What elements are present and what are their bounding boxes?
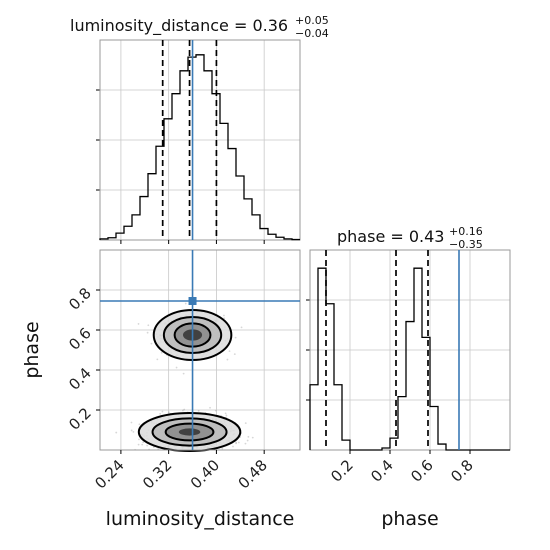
- joint-truth-marker: [188, 297, 197, 305]
- luminosity-distance-histogram-panel: [96, 39, 301, 244]
- x-tick-label-phase: 0.6: [407, 456, 437, 486]
- joint-density-panel: 0.24 0.32 0.40 0.48 0.2 0.4 0.6 0.8: [65, 249, 301, 492]
- top-panel-frame: [99, 39, 301, 241]
- sample-point: [244, 422, 247, 425]
- density-level-1-3: [178, 428, 201, 436]
- phase-title-main: phase = 0.43: [337, 227, 444, 246]
- sample-point: [235, 442, 237, 445]
- sample-point: [160, 351, 163, 354]
- sample-point: [157, 447, 160, 450]
- sample-point: [197, 409, 200, 412]
- sample-point: [225, 414, 228, 417]
- sample-point: [221, 447, 224, 450]
- luminosity-distance-title-minus: −0.04: [295, 27, 329, 40]
- sample-point: [167, 411, 170, 414]
- phase-title: phase = 0.43 +0.16 −0.35: [337, 225, 483, 251]
- luminosity-distance-title-main: luminosity_distance = 0.36: [70, 16, 288, 36]
- y-tick-label-phase: 0.8: [65, 284, 95, 314]
- sample-point: [138, 438, 140, 441]
- sample-point: [226, 358, 229, 361]
- y-tick-label-phase: 0.6: [65, 324, 95, 354]
- x-tick-label-phase: 0.8: [447, 456, 477, 486]
- sample-point: [130, 421, 133, 424]
- sample-point: [224, 412, 227, 415]
- sample-point: [142, 441, 145, 444]
- sample-point: [132, 431, 135, 433]
- sample-point: [223, 317, 226, 320]
- sample-point: [223, 314, 225, 317]
- joint-panel-frame: [99, 249, 301, 451]
- phase-title-plus: +0.16: [449, 225, 483, 238]
- x-tick-label-luminosity-distance: 0.24: [91, 456, 127, 492]
- sample-point: [237, 441, 240, 444]
- y-tick-label-phase: 0.4: [65, 364, 95, 394]
- x-tick-label-phase: 0.2: [327, 456, 357, 486]
- sample-point: [152, 446, 155, 449]
- sample-point: [184, 302, 187, 305]
- sample-point: [246, 439, 249, 442]
- sample-point: [130, 429, 133, 432]
- sample-point: [147, 324, 150, 327]
- sample-point: [137, 443, 140, 446]
- sample-point: [146, 331, 149, 334]
- sample-point: [251, 436, 254, 439]
- sample-point: [233, 353, 236, 356]
- sample-point: [141, 443, 144, 446]
- x-tick-label-phase: 0.4: [367, 456, 397, 486]
- sample-point: [161, 410, 164, 413]
- sample-point: [235, 441, 238, 444]
- sample-point: [209, 406, 211, 409]
- x-axis-label-luminosity-distance: luminosity_distance: [106, 508, 295, 530]
- phase-histogram-panel: 0.2 0.4 0.6 0.8: [306, 249, 511, 486]
- sample-point: [228, 350, 231, 353]
- luminosity-distance-title-plus: +0.05: [295, 14, 329, 27]
- density-contour-1-1: [151, 417, 228, 447]
- x-tick-label-luminosity-distance: 0.32: [139, 456, 175, 492]
- x-tick-label-luminosity-distance: 0.48: [235, 456, 271, 492]
- sample-point: [182, 409, 184, 412]
- x-tick-label-luminosity-distance: 0.40: [187, 456, 223, 492]
- luminosity-distance-title: luminosity_distance = 0.36 +0.05 −0.04: [70, 14, 329, 40]
- sample-point: [214, 409, 217, 412]
- sample-point: [232, 445, 234, 448]
- phase-histogram: [309, 267, 510, 451]
- y-axis-label-phase: phase: [21, 321, 43, 378]
- phase-title-minus: −0.35: [449, 238, 483, 251]
- sample-point: [137, 323, 140, 325]
- luminosity-distance-histogram: [99, 54, 300, 241]
- sample-point: [150, 342, 153, 345]
- sample-point: [240, 326, 243, 329]
- sample-point: [183, 408, 186, 411]
- sample-point: [115, 431, 118, 434]
- sample-point: [175, 366, 178, 369]
- sample-point: [247, 435, 250, 438]
- sample-point: [234, 336, 237, 339]
- sample-point: [146, 444, 149, 447]
- right-panel-frame: [309, 249, 511, 451]
- y-tick-label-phase: 0.2: [65, 404, 95, 434]
- x-axis-label-phase: phase: [381, 508, 438, 530]
- sample-point: [159, 412, 162, 415]
- sample-point: [138, 423, 141, 426]
- sample-point: [182, 372, 185, 375]
- sample-point: [156, 358, 159, 361]
- density-contour-1-0: [137, 412, 242, 452]
- density-contour-1-2: [164, 422, 215, 442]
- sample-point: [244, 442, 247, 445]
